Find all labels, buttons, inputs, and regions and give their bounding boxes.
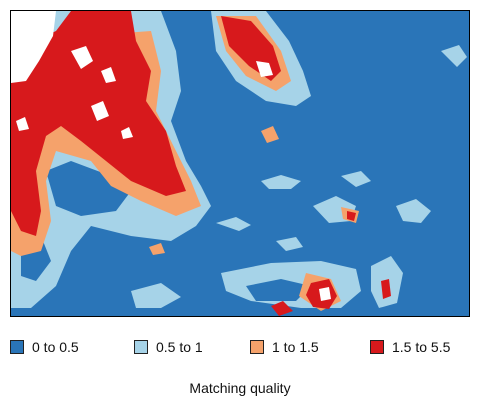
matching-quality-map (11, 11, 469, 316)
legend-swatch (134, 340, 148, 354)
legend-swatch (370, 340, 384, 354)
land-regions (11, 11, 331, 301)
legend-label: 0.5 to 1 (156, 339, 203, 355)
legend-label: 1 to 1.5 (272, 339, 319, 355)
legend-item-0-to-0-5: 0 to 0.5 (10, 336, 79, 358)
map-panel (10, 10, 470, 317)
legend-item-1-to-1-5: 1 to 1.5 (250, 336, 319, 358)
legend-swatch (10, 340, 24, 354)
legend-item-0-5-to-1: 0.5 to 1 (134, 336, 203, 358)
legend-item-1-5-to-5-5: 1.5 to 5.5 (370, 336, 450, 358)
legend-label: 1.5 to 5.5 (392, 339, 451, 355)
legend-title: Matching quality (189, 380, 291, 396)
map-legend: 0 to 0.5 0.5 to 1 1 to 1.5 1.5 to 5.5 (0, 336, 480, 358)
legend-swatch (250, 340, 264, 354)
legend-label: 0 to 0.5 (32, 339, 79, 355)
